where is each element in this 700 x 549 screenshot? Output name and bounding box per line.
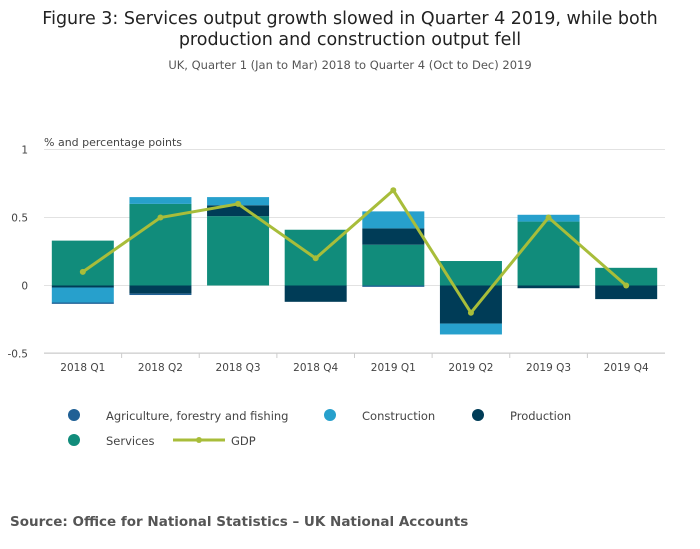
legend-marker-gdp-point (196, 437, 202, 443)
x-tick-label: 2019 Q1 (371, 362, 416, 374)
legend-marker (472, 409, 484, 421)
x-tick-label: 2018 Q3 (216, 362, 261, 374)
bar-services (207, 216, 270, 286)
bar-construction (129, 197, 192, 204)
x-tick-label: 2018 Q2 (138, 362, 183, 374)
title-line-1: Figure 3: Services output growth slowed … (42, 9, 658, 29)
gdp-point (623, 282, 630, 289)
legend-label: Services (106, 434, 155, 448)
bar-production (362, 228, 425, 245)
bar-production (595, 285, 658, 300)
legend-marker (324, 409, 336, 421)
gdp-point (467, 309, 474, 316)
source-note: Source: Office for National Statistics –… (10, 514, 469, 530)
gdp-point (235, 200, 242, 207)
gdp-point (545, 214, 552, 221)
gdp-point (312, 255, 319, 262)
x-tick-label: 2018 Q1 (60, 362, 105, 374)
y-tick-label: 1 (21, 145, 28, 157)
title-line-2: production and construction output fell (178, 30, 522, 50)
legend-marker (68, 434, 80, 446)
y-axis-label: % and percentage points (44, 136, 182, 149)
bar-production (517, 285, 580, 289)
x-tick-label: 2019 Q3 (526, 362, 571, 374)
gdp-point (157, 214, 164, 221)
bar-agriculture (129, 293, 192, 296)
x-tick-label: 2019 Q2 (448, 362, 493, 374)
bar-services (362, 244, 425, 286)
chart: -0.5 0 0.5 1 % and percentage points 2018 Q1 2… (8, 136, 665, 448)
bar-agriculture (362, 285, 425, 287)
y-tick-label: 0 (21, 281, 28, 293)
bar-construction (439, 323, 502, 335)
bar-agriculture (51, 302, 114, 304)
gdp-point (79, 268, 86, 275)
bar-production (129, 285, 192, 294)
legend-label: Production (510, 409, 571, 423)
chart-title: Figure 3: Services output growth slowed … (0, 9, 700, 51)
legend-label: Agriculture, forestry and fishing (106, 409, 288, 423)
bar-production (284, 285, 347, 302)
bar-services (51, 240, 114, 286)
gdp-line (81, 188, 628, 316)
legend-label: GDP (231, 434, 256, 448)
y-tick-label: 0.5 (11, 213, 28, 225)
bar-services (439, 261, 502, 286)
bar-services (517, 221, 580, 286)
legend-marker (68, 409, 80, 421)
chart-subtitle: UK, Quarter 1 (Jan to Mar) 2018 to Quart… (168, 58, 532, 72)
bar-production (51, 285, 114, 288)
y-tick-label: -0.5 (8, 349, 29, 361)
bar-production (439, 285, 502, 324)
x-tick-label: 2018 Q4 (293, 362, 338, 374)
x-tick-label: 2019 Q4 (604, 362, 649, 374)
gdp-point (390, 187, 397, 194)
bar-production (207, 205, 270, 217)
legend-label: Construction (362, 409, 435, 423)
bar-construction (51, 287, 114, 303)
